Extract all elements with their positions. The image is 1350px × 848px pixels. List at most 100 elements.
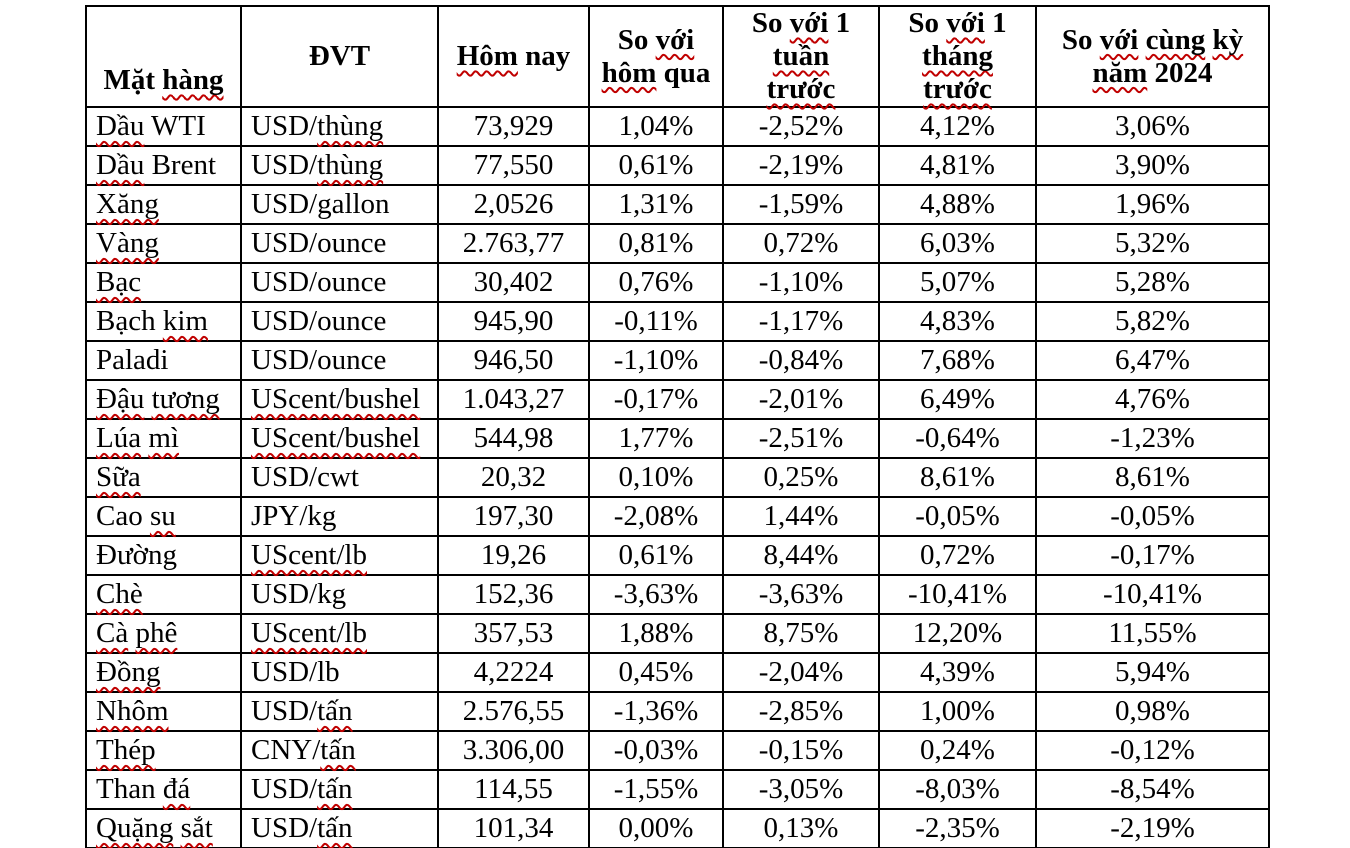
cell-vs_month: 0,72% [878, 535, 1037, 576]
cell-vs_yesterday: 1,77% [588, 418, 724, 459]
cell-today: 357,53 [437, 613, 590, 654]
cell-vs_2024: 3,06% [1035, 106, 1270, 147]
cell-vs_week: -2,85% [722, 691, 880, 732]
cell-vs_month: 4,88% [878, 184, 1037, 225]
spellcheck-underline: tháng [922, 40, 993, 72]
cell-vs_week: -1,10% [722, 262, 880, 303]
commodity-price-table: Mặt hàng ĐVT Hôm nay So với hôm qua So với 1… [85, 5, 1270, 848]
spellcheck-underline: phê [135, 617, 178, 650]
spellcheck-underline: Dầu [96, 149, 145, 182]
cell-today: 544,98 [437, 418, 590, 459]
column-header-unit: ĐVT [240, 5, 439, 108]
spellcheck-underline: Cà [96, 617, 129, 650]
cell-vs_2024: 0,98% [1035, 691, 1270, 732]
table-row: Xăng USD/gallon 2,0526 1,31% -1,59% 4,88% 1,96… [85, 184, 1270, 225]
spellcheck-underline: hôm [601, 56, 657, 89]
cell-vs_week: 0,72% [722, 223, 880, 264]
cell-today: 2,0526 [437, 184, 590, 225]
cell-vs_2024: 5,82% [1035, 301, 1270, 342]
cell-today: 101,34 [437, 808, 590, 848]
cell-vs_yesterday: 0,00% [588, 808, 724, 848]
table-row: Sữa USD/cwt 20,32 0,10% 0,25% 8,61% 8,61% [85, 457, 1270, 498]
cell-unit: JPY/kg [240, 496, 439, 537]
table-row: Lúa mì UScent/bushel 544,98 1,77% -2,51% -0,6… [85, 418, 1270, 459]
cell-vs_2024: 11,55% [1035, 613, 1270, 654]
cell-vs_month: 12,20% [878, 613, 1037, 654]
cell-commodity: Chè [85, 574, 242, 615]
cell-today: 77,550 [437, 145, 590, 186]
cell-vs_month: 8,61% [878, 457, 1037, 498]
cell-commodity: Than đá [85, 769, 242, 810]
cell-vs_week: 0,13% [722, 808, 880, 848]
cell-vs_week: 8,75% [722, 613, 880, 654]
cell-today: 152,36 [437, 574, 590, 615]
cell-vs_2024: 8,61% [1035, 457, 1270, 498]
cell-commodity: Đường [85, 535, 242, 576]
cell-today: 1.043,27 [437, 379, 590, 420]
table-row: Bạch kim USD/ounce 945,90 -0,11% -1,17% 4,83%… [85, 301, 1270, 342]
cell-vs_2024: 6,47% [1035, 340, 1270, 381]
cell-vs_2024: 5,32% [1035, 223, 1270, 264]
spellcheck-underline: với [789, 7, 829, 39]
cell-commodity: Xăng [85, 184, 242, 225]
cell-unit: USD/thùng [240, 145, 439, 186]
cell-today: 945,90 [437, 301, 590, 342]
table-row: Nhôm USD/tấn 2.576,55 -1,36% -2,85% 1,00% 0,98… [85, 691, 1270, 732]
spellcheck-underline: Xăng [96, 188, 159, 221]
cell-vs_yesterday: 1,88% [588, 613, 724, 654]
cell-vs_month: 4,81% [878, 145, 1037, 186]
cell-commodity: Lúa mì [85, 418, 242, 459]
column-header-vs_2024: So với cùng kỳ năm 2024 [1035, 5, 1270, 108]
cell-unit: USD/tấn [240, 808, 439, 848]
table-header-row: Mặt hàng ĐVT Hôm nay So với hôm qua So với 1… [85, 5, 1270, 108]
spellcheck-underline: Đồng [96, 656, 161, 689]
cell-unit: USD/ounce [240, 262, 439, 303]
cell-vs_yesterday: 0,61% [588, 535, 724, 576]
cell-unit: USD/cwt [240, 457, 439, 498]
cell-today: 2.576,55 [437, 691, 590, 732]
cell-today: 3.306,00 [437, 730, 590, 771]
spellcheck-underline: UScent/lb [251, 539, 367, 572]
cell-vs_yesterday: 0,81% [588, 223, 724, 264]
cell-unit: USD/tấn [240, 769, 439, 810]
cell-vs_week: -0,84% [722, 340, 880, 381]
spellcheck-underline: tấn [317, 695, 353, 728]
cell-unit: USD/kg [240, 574, 439, 615]
cell-vs_week: -3,05% [722, 769, 880, 810]
spellcheck-underline: tuần [772, 40, 830, 72]
cell-vs_2024: -0,12% [1035, 730, 1270, 771]
cell-unit: UScent/bushel [240, 379, 439, 420]
cell-today: 30,402 [437, 262, 590, 303]
spellcheck-underline: Bạc [96, 266, 142, 299]
table-row: Dầu WTI USD/thùng 73,929 1,04% -2,52% 4,12% 3,… [85, 106, 1270, 147]
spellcheck-underline: trước [766, 73, 836, 105]
spellcheck-underline: Lúa [96, 422, 142, 455]
cell-vs_month: 0,24% [878, 730, 1037, 771]
spellcheck-underline: sắt [180, 812, 213, 845]
spellcheck-underline: với [1099, 23, 1139, 56]
spellcheck-underline: Chè [96, 578, 143, 611]
spellcheck-underline: thùng [317, 149, 384, 182]
cell-today: 946,50 [437, 340, 590, 381]
cell-vs_2024: -2,19% [1035, 808, 1270, 848]
cell-vs_week: 0,25% [722, 457, 880, 498]
cell-vs_yesterday: 0,76% [588, 262, 724, 303]
cell-vs_yesterday: 0,61% [588, 145, 724, 186]
table-row: Cao su JPY/kg 197,30 -2,08% 1,44% -0,05% -0,05… [85, 496, 1270, 537]
spellcheck-underline: tấn [317, 773, 353, 806]
cell-vs_week: -1,17% [722, 301, 880, 342]
cell-vs_month: 5,07% [878, 262, 1037, 303]
cell-vs_yesterday: -1,55% [588, 769, 724, 810]
cell-vs_2024: -0,05% [1035, 496, 1270, 537]
spellcheck-underline: Thép [96, 734, 156, 767]
cell-vs_week: 1,44% [722, 496, 880, 537]
cell-vs_2024: 5,28% [1035, 262, 1270, 303]
spellcheck-underline: Vàng [96, 227, 159, 260]
cell-unit: USD/ounce [240, 301, 439, 342]
cell-vs_month: 6,49% [878, 379, 1037, 420]
cell-commodity: Thép [85, 730, 242, 771]
cell-vs_month: 4,39% [878, 652, 1037, 693]
spellcheck-underline: tấn [320, 734, 356, 767]
cell-vs_month: -10,41% [878, 574, 1037, 615]
column-header-vs_month: So với 1 tháng trước [878, 5, 1037, 108]
